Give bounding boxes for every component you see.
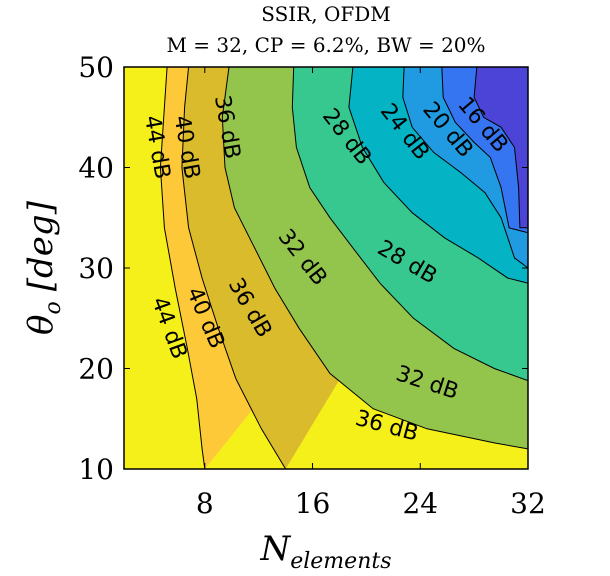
contour-line-16 xyxy=(473,67,528,229)
x-tick-label-16: 16 xyxy=(295,487,331,520)
x-tick-label-8: 8 xyxy=(196,487,214,520)
x-tick-label-32: 32 xyxy=(510,487,546,520)
contour-line-32 xyxy=(291,67,528,382)
contour-line-40 xyxy=(181,67,287,469)
y-tick-label-10: 10 xyxy=(78,453,114,486)
region-below-16 xyxy=(474,67,528,228)
y-tick-label-50: 50 xyxy=(78,51,114,84)
x-tick-label-24: 24 xyxy=(402,487,438,520)
y-tick-label-20: 20 xyxy=(78,353,114,386)
contour-line-24 xyxy=(402,67,528,269)
contour-line-28 xyxy=(348,67,528,284)
y-tick-label-40: 40 xyxy=(78,152,114,185)
y-axis-label: θo[deg] xyxy=(21,200,66,335)
x-axis-label: Nelements xyxy=(259,529,391,574)
contour-line-36 xyxy=(221,67,528,450)
axis-ticks: 8 16 24 32 10 20 30 40 50 xyxy=(78,51,545,520)
y-tick-label-30: 30 xyxy=(78,252,114,285)
chart-title-line1: SSIR, OFDM xyxy=(261,2,391,26)
contour-regions xyxy=(124,67,528,469)
chart-title-line2: M = 32, CP = 6.2%, BW = 20% xyxy=(166,33,485,57)
contour-line-20 xyxy=(441,67,528,234)
contour-line-44 xyxy=(159,67,206,469)
contour-lines xyxy=(159,67,528,469)
